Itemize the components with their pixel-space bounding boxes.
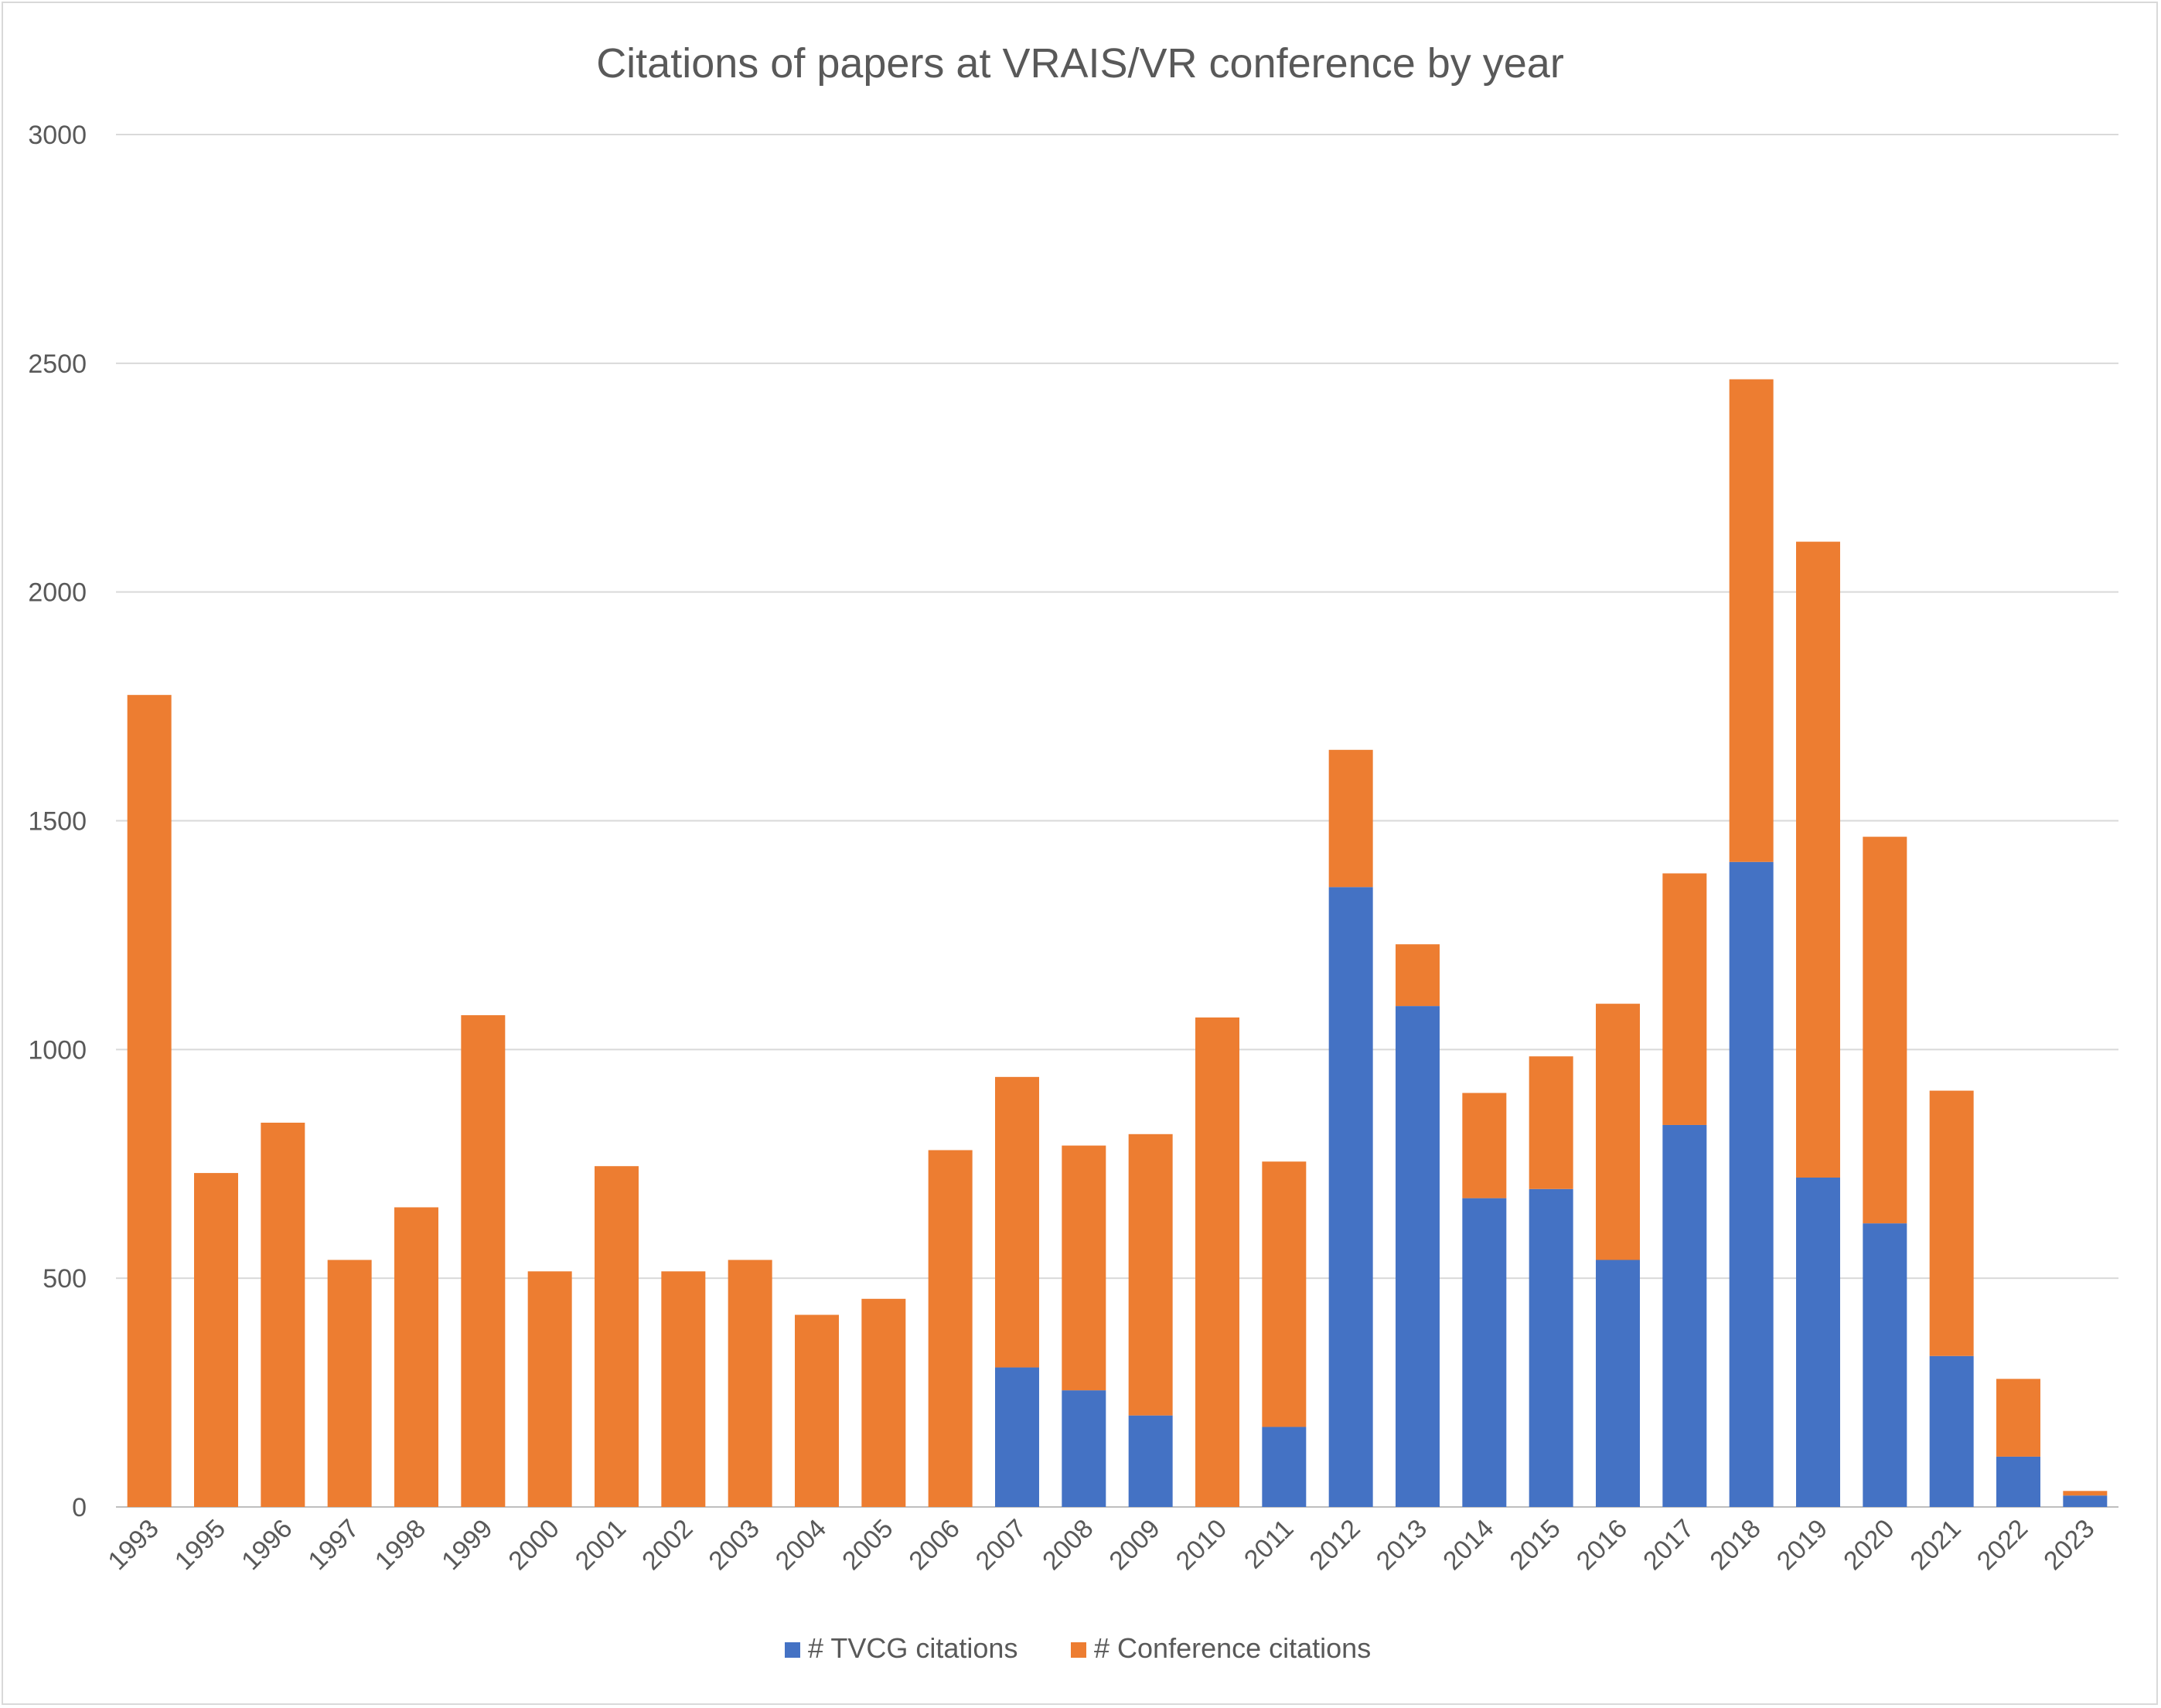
bar-conference-1993	[127, 694, 172, 1507]
legend-label-conference: # Conference citations	[1094, 1632, 1371, 1664]
bar-conference-1999	[461, 1014, 506, 1507]
legend-swatch-tvcg	[785, 1642, 800, 1658]
y-axis-ticks: 0 500 1000 1500 2000 2500 3000	[28, 121, 87, 1522]
y-tick-label: 3000	[28, 121, 87, 150]
x-tick-label: 2001	[570, 1514, 632, 1576]
bar-conference-2020	[1863, 837, 1907, 1224]
bar-conference-2021	[1929, 1090, 1974, 1356]
bar-tvcg-2018	[1729, 861, 1774, 1507]
y-tick-label: 2000	[28, 578, 87, 608]
bar-tvcg-2015	[1529, 1188, 1573, 1507]
x-tick-label: 2008	[1037, 1514, 1099, 1576]
bar-conference-2001	[595, 1166, 639, 1507]
bar-conference-2023	[2063, 1491, 2108, 1496]
bar-conference-2005	[861, 1298, 906, 1507]
chart-title: Citations of papers at VRAIS/VR conferen…	[596, 40, 1564, 87]
x-tick-label: 1995	[169, 1514, 231, 1576]
bar-tvcg-2013	[1396, 1006, 1440, 1507]
legend-label-tvcg: # TVCG citations	[808, 1632, 1017, 1664]
legend: # TVCG citations # Conference citations	[785, 1632, 1371, 1664]
bar-conference-2017	[1662, 873, 1707, 1125]
bar-conference-2008	[1062, 1145, 1106, 1391]
bar-conference-1997	[327, 1260, 372, 1507]
bar-tvcg-2022	[1996, 1456, 2040, 1507]
bar-conference-2011	[1262, 1161, 1307, 1427]
bar-tvcg-2019	[1796, 1178, 1840, 1507]
bar-tvcg-2014	[1462, 1198, 1507, 1507]
bar-conference-2015	[1529, 1056, 1573, 1189]
bar-tvcg-2021	[1929, 1355, 1974, 1507]
x-tick-label: 1993	[102, 1514, 164, 1576]
bar-conference-2016	[1596, 1004, 1640, 1260]
bar-conference-2009	[1128, 1134, 1173, 1416]
x-tick-label: 2013	[1371, 1514, 1433, 1576]
x-tick-label: 1997	[302, 1514, 364, 1576]
x-tick-label: 2010	[1171, 1514, 1232, 1576]
bar-conference-2007	[995, 1076, 1039, 1368]
bar-conference-2018	[1729, 379, 1774, 862]
x-tick-label: 2022	[1972, 1514, 2033, 1576]
bar-tvcg-2017	[1662, 1124, 1707, 1507]
bar-tvcg-2023	[2063, 1495, 2108, 1507]
bars	[127, 379, 2108, 1507]
x-tick-label: 2006	[903, 1514, 965, 1576]
x-tick-label: 2019	[1771, 1514, 1833, 1576]
x-tick-label: 2003	[703, 1514, 765, 1576]
bar-tvcg-2007	[995, 1367, 1039, 1507]
bar-tvcg-2020	[1863, 1223, 1907, 1507]
x-tick-label: 2011	[1239, 1514, 1300, 1575]
gridlines	[116, 134, 2118, 1508]
x-tick-label: 2014	[1437, 1514, 1499, 1576]
x-tick-label: 2023	[2038, 1514, 2100, 1576]
x-tick-label: 2000	[503, 1514, 564, 1576]
bar-tvcg-2009	[1128, 1415, 1173, 1507]
bar-conference-2006	[928, 1150, 973, 1507]
bar-conference-2000	[527, 1271, 572, 1507]
y-tick-label: 0	[72, 1493, 87, 1522]
x-tick-label: 2004	[770, 1514, 832, 1576]
bar-tvcg-2008	[1062, 1390, 1106, 1507]
y-tick-label: 500	[43, 1264, 87, 1294]
x-tick-label: 2016	[1571, 1514, 1633, 1576]
legend-swatch-conference	[1071, 1642, 1086, 1658]
bar-conference-1996	[261, 1123, 305, 1507]
bar-conference-2012	[1328, 749, 1373, 888]
x-tick-label: 2002	[636, 1514, 698, 1576]
y-tick-label: 2500	[28, 349, 87, 379]
bar-conference-2002	[661, 1271, 706, 1507]
x-tick-label: 2012	[1304, 1514, 1365, 1576]
bar-tvcg-2012	[1328, 887, 1373, 1507]
bar-tvcg-2016	[1596, 1260, 1640, 1507]
x-tick-label: 2018	[1704, 1514, 1766, 1576]
bar-tvcg-2011	[1262, 1427, 1307, 1507]
bar-conference-1998	[394, 1207, 438, 1507]
x-tick-label: 2005	[837, 1514, 898, 1576]
x-axis-ticks: 1993 1995 1996 1997 1998 1999 2000 2001 2002 2003…	[102, 1514, 2100, 1576]
x-tick-label: 2007	[970, 1514, 1032, 1576]
y-tick-label: 1000	[28, 1035, 87, 1065]
x-tick-label: 2015	[1504, 1514, 1566, 1576]
bar-conference-2022	[1996, 1379, 2040, 1457]
x-tick-label: 2009	[1103, 1514, 1165, 1576]
x-tick-label: 2021	[1904, 1514, 1966, 1576]
bar-conference-2019	[1796, 541, 1840, 1178]
x-tick-label: 2020	[1838, 1514, 1900, 1576]
bar-conference-2013	[1396, 944, 1440, 1007]
x-tick-label: 1999	[436, 1514, 498, 1576]
x-tick-label: 1998	[370, 1514, 431, 1576]
x-tick-label: 2017	[1638, 1514, 1699, 1576]
y-tick-label: 1500	[28, 807, 87, 837]
bar-conference-2004	[795, 1314, 839, 1507]
x-tick-label: 1996	[236, 1514, 298, 1576]
bar-conference-2014	[1462, 1093, 1507, 1198]
bar-conference-2010	[1195, 1017, 1239, 1507]
bar-conference-1995	[194, 1173, 238, 1507]
bar-conference-2003	[728, 1260, 772, 1507]
